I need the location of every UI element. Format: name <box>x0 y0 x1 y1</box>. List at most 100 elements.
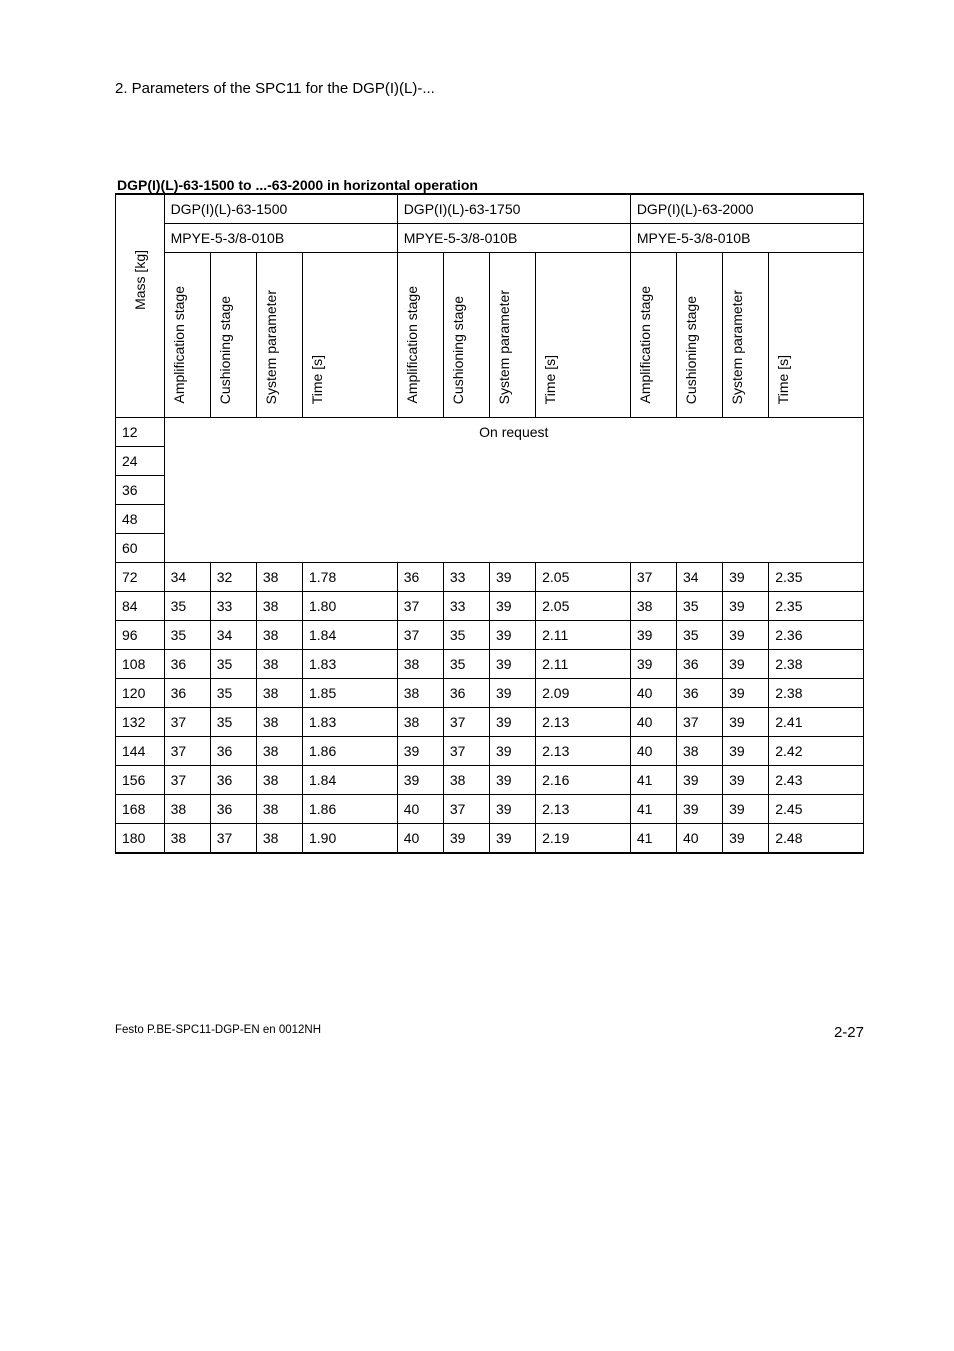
data-cell: 35 <box>210 650 256 679</box>
data-cell: 34 <box>164 563 210 592</box>
data-cell: 38 <box>256 592 302 621</box>
group-mpye-0: MPYE-5-3/8-010B <box>164 224 397 253</box>
data-cell: 39 <box>676 795 722 824</box>
parameters-table: Mass [kg] DGP(I)(L)-63-1500 DGP(I)(L)-63… <box>115 193 864 854</box>
data-cell: 36 <box>397 563 443 592</box>
table-row: 723432381.783633392.053734392.35 <box>116 563 864 592</box>
group-device-0: DGP(I)(L)-63-1500 <box>164 194 397 224</box>
data-cell: 35 <box>676 592 722 621</box>
data-cell: 2.38 <box>769 650 864 679</box>
table-row: 1323735381.833837392.134037392.41 <box>116 708 864 737</box>
table-title: DGP(I)(L)-63-1500 to ...-63-2000 in hori… <box>115 177 864 193</box>
data-cell: 39 <box>397 766 443 795</box>
data-cell: 35 <box>443 621 489 650</box>
mass-cell: 12 <box>116 418 165 447</box>
data-cell: 37 <box>443 708 489 737</box>
data-cell: 39 <box>443 824 489 854</box>
data-cell: 39 <box>489 824 535 854</box>
section-heading: 2. Parameters of the SPC11 for the DGP(I… <box>115 80 864 97</box>
page-container: 2. Parameters of the SPC11 for the DGP(I… <box>0 0 954 1101</box>
group-mpye-2: MPYE-5-3/8-010B <box>630 224 863 253</box>
data-cell: 39 <box>397 737 443 766</box>
col-cush-0: Cushioning stage <box>217 292 233 408</box>
data-cell: 38 <box>443 766 489 795</box>
data-cell: 1.86 <box>302 737 397 766</box>
data-cell: 39 <box>723 650 769 679</box>
mass-header: Mass [kg] <box>132 246 148 314</box>
data-cell: 38 <box>256 650 302 679</box>
mass-cell: 156 <box>116 766 165 795</box>
data-cell: 37 <box>164 766 210 795</box>
data-cell: 38 <box>164 824 210 854</box>
data-cell: 40 <box>676 824 722 854</box>
data-cell: 1.90 <box>302 824 397 854</box>
mass-cell: 144 <box>116 737 165 766</box>
table-row: 1563736381.843938392.164139392.43 <box>116 766 864 795</box>
col-time-0: Time [s] <box>309 351 325 408</box>
column-headers-row: Amplification stage Cushioning stage Sys… <box>116 253 864 418</box>
data-cell: 35 <box>164 621 210 650</box>
data-cell: 38 <box>397 650 443 679</box>
data-cell: 2.45 <box>769 795 864 824</box>
data-cell: 38 <box>256 679 302 708</box>
data-cell: 37 <box>397 621 443 650</box>
data-cell: 38 <box>256 824 302 854</box>
data-cell: 39 <box>723 679 769 708</box>
data-cell: 37 <box>164 708 210 737</box>
mass-cell: 84 <box>116 592 165 621</box>
data-cell: 2.43 <box>769 766 864 795</box>
table-row: 1083635381.833835392.113936392.38 <box>116 650 864 679</box>
table-row: 1803837381.904039392.194140392.48 <box>116 824 864 854</box>
data-cell: 1.78 <box>302 563 397 592</box>
footer-page-number: 2-27 <box>834 1024 864 1041</box>
table-row: 843533381.803733392.053835392.35 <box>116 592 864 621</box>
mass-cell: 36 <box>116 476 165 505</box>
data-cell: 38 <box>256 563 302 592</box>
mass-cell: 72 <box>116 563 165 592</box>
data-cell: 2.13 <box>536 708 631 737</box>
mass-cell: 60 <box>116 534 165 563</box>
col-amp-0: Amplification stage <box>171 282 187 408</box>
data-cell: 38 <box>256 795 302 824</box>
data-cell: 36 <box>676 679 722 708</box>
col-sys-0: System parameter <box>263 286 279 408</box>
data-cell: 36 <box>164 650 210 679</box>
device-row: Mass [kg] DGP(I)(L)-63-1500 DGP(I)(L)-63… <box>116 194 864 224</box>
data-cell: 37 <box>397 592 443 621</box>
data-cell: 36 <box>210 766 256 795</box>
data-cell: 38 <box>256 621 302 650</box>
data-cell: 38 <box>676 737 722 766</box>
data-cell: 39 <box>723 708 769 737</box>
data-cell: 1.80 <box>302 592 397 621</box>
data-cell: 2.09 <box>536 679 631 708</box>
col-sys-2: System parameter <box>729 286 745 408</box>
data-cell: 2.42 <box>769 737 864 766</box>
data-cell: 40 <box>630 708 676 737</box>
col-cush-1: Cushioning stage <box>450 292 466 408</box>
data-cell: 39 <box>489 650 535 679</box>
group-mpye-1: MPYE-5-3/8-010B <box>397 224 630 253</box>
data-cell: 40 <box>630 679 676 708</box>
data-cell: 2.41 <box>769 708 864 737</box>
data-cell: 39 <box>489 621 535 650</box>
data-cell: 39 <box>489 708 535 737</box>
data-cell: 38 <box>256 737 302 766</box>
data-cell: 39 <box>723 621 769 650</box>
data-cell: 40 <box>397 824 443 854</box>
mass-cell: 180 <box>116 824 165 854</box>
page-footer: Festo P.BE-SPC11-DGP-EN en 0012NH 2-27 <box>115 1024 864 1041</box>
data-cell: 36 <box>164 679 210 708</box>
data-cell: 39 <box>489 766 535 795</box>
data-cell: 36 <box>210 737 256 766</box>
table-row: 963534381.843735392.113935392.36 <box>116 621 864 650</box>
data-cell: 33 <box>443 592 489 621</box>
data-cell: 37 <box>210 824 256 854</box>
col-amp-2: Amplification stage <box>637 282 653 408</box>
data-cell: 39 <box>489 592 535 621</box>
data-cell: 39 <box>723 592 769 621</box>
data-cell: 39 <box>489 679 535 708</box>
data-cell: 38 <box>630 592 676 621</box>
group-device-1: DGP(I)(L)-63-1750 <box>397 194 630 224</box>
data-cell: 40 <box>397 795 443 824</box>
data-cell: 39 <box>630 650 676 679</box>
